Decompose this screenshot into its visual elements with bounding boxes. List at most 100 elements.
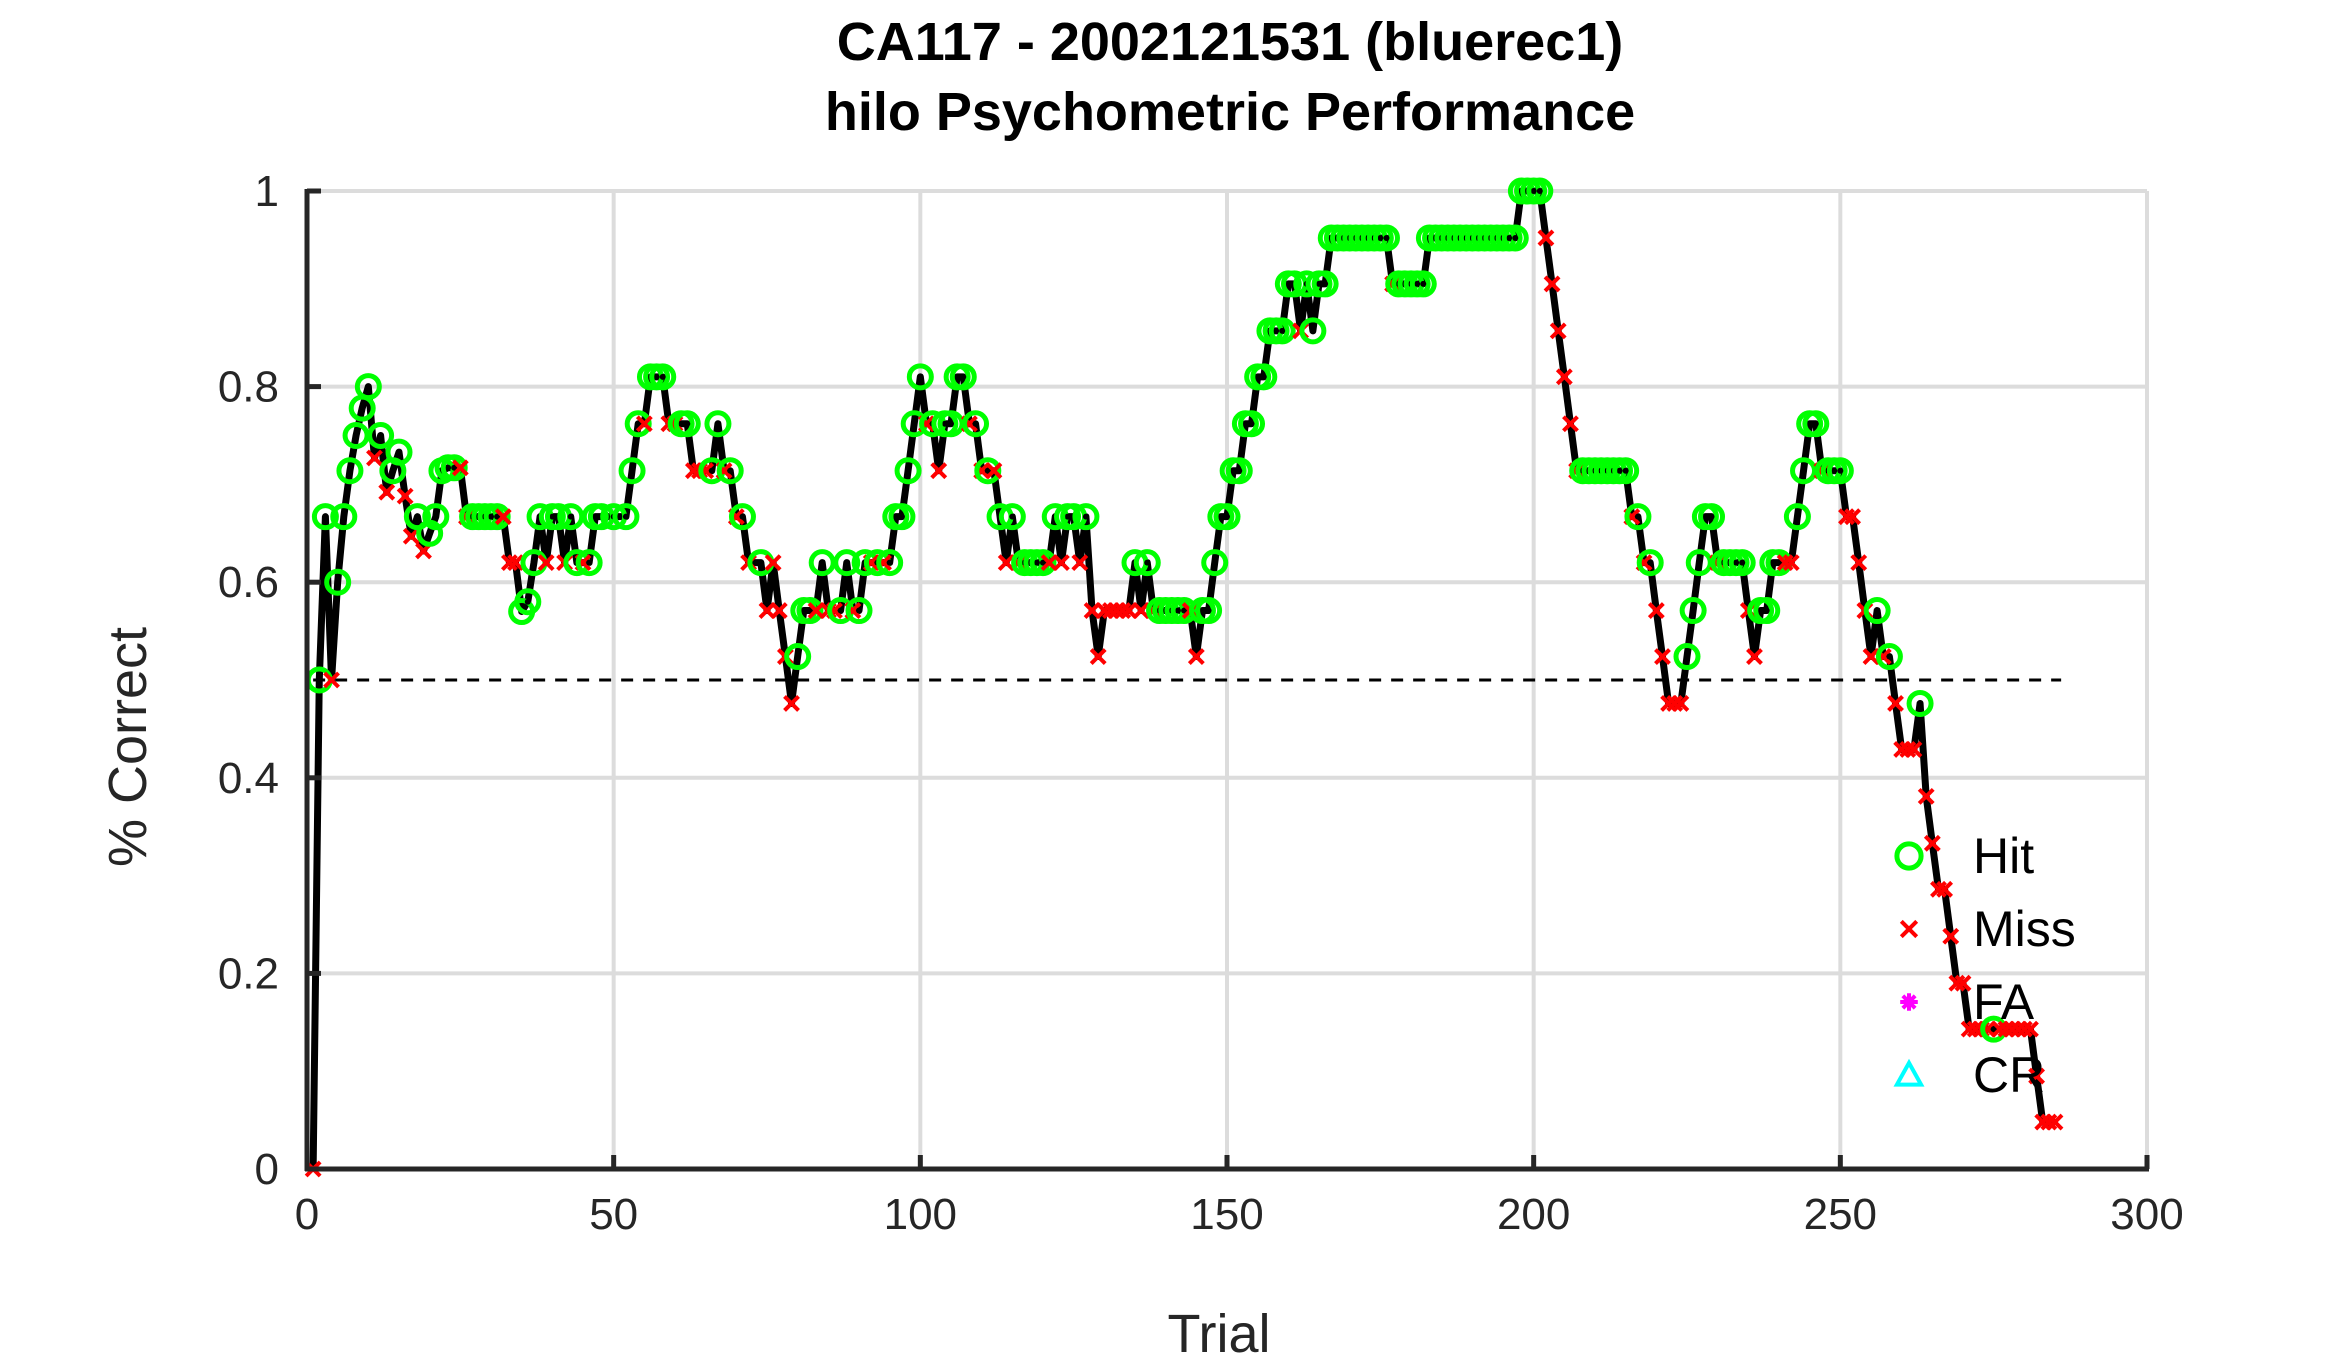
trial-dot-172: [1383, 234, 1390, 241]
trial-marker-miss-122: [1071, 554, 1089, 572]
x-tick-label-2: 100: [884, 1190, 957, 1239]
trial-dot-177: [1414, 280, 1421, 287]
legend-fa-marker: [1900, 993, 1918, 1011]
y-tick-label-1: 0.2: [218, 949, 279, 998]
trial-marker-miss-99: [930, 462, 948, 480]
trial-marker-miss-125: [1089, 648, 1107, 665]
trial-marker-hit-78: [796, 597, 824, 625]
trial-dot-246: [1837, 467, 1844, 474]
trial-marker-miss-128: [1108, 602, 1126, 619]
trial-marker-hit-197: [1526, 177, 1554, 205]
trial-marker-miss-119: [1052, 554, 1070, 572]
trial-dot-120: [1064, 513, 1071, 520]
trial-dot-83: [837, 607, 844, 614]
trial-marker-hit-2: [311, 503, 339, 531]
trial-marker-hit-7: [342, 422, 370, 449]
trial-marker-hit-133: [1133, 549, 1161, 577]
trial-marker-miss-52: [635, 415, 653, 433]
trial-marker-miss-251: [1862, 648, 1880, 665]
trial-marker-hit-193: [1501, 224, 1529, 252]
trial-dot-55: [659, 373, 666, 380]
trial-marker-hit-123: [1072, 503, 1100, 531]
trial-marker-hit-162: [1311, 270, 1339, 298]
trial-marker-miss-276: [2015, 1020, 2033, 1038]
trial-dot-150: [1248, 420, 1255, 427]
trial-marker-hit-254: [1875, 643, 1903, 671]
trial-marker-hit-5: [330, 503, 358, 531]
trial-dot-11: [377, 432, 384, 439]
trial-dot-9: [365, 383, 372, 390]
trial-dot-20: [432, 513, 439, 520]
trial-dot-221: [1684, 653, 1690, 660]
trial-marker-miss-31: [494, 508, 512, 526]
trial-marker-miss-232: [1746, 648, 1763, 665]
trial-dot-78: [806, 607, 813, 614]
trial-dot-96: [917, 373, 924, 380]
trial-dot-225: [1708, 513, 1715, 520]
trial-dot-14: [396, 449, 402, 456]
trial-marker-miss-247: [1838, 508, 1855, 526]
tick-labels: 0 50 100 150 200 250 300 0 0.2 0.4 0.6 0.8 1: [218, 167, 2184, 1239]
trial-dot-148: [1236, 467, 1243, 474]
trial-marker-hit-211: [1612, 457, 1640, 485]
trial-dot-144: [1211, 559, 1218, 566]
trial-dot-145: [1217, 513, 1224, 520]
trial-marker-hit-144: [1201, 549, 1229, 577]
trial-dot-6: [346, 467, 353, 474]
trial-marker-hit-252: [1863, 597, 1891, 625]
trial-dot-197: [1536, 188, 1543, 194]
trial-marker-hit-234: [1753, 597, 1781, 625]
x-axis-label: Trial: [1168, 1304, 1271, 1362]
trial-marker-miss-237: [1776, 554, 1794, 572]
trial-dot-223: [1696, 559, 1703, 566]
trial-marker-hit-259: [1906, 689, 1934, 717]
trial-dot-196: [1530, 188, 1537, 194]
trial-marker-hit-80: [808, 549, 836, 577]
trial-marker-hit-155: [1268, 317, 1296, 345]
trial-marker-miss-15: [396, 487, 414, 505]
trial-marker-hit-101: [937, 410, 965, 438]
trial-marker-hit-146: [1213, 503, 1241, 531]
trial-marker-hit-51: [624, 410, 652, 438]
trial-dot-68: [739, 513, 746, 520]
trial-marker-hit-91: [876, 549, 904, 577]
x-tick-label-4: 200: [1497, 1190, 1570, 1239]
trial-dot-8: [359, 405, 366, 412]
trial-dot-29: [488, 513, 494, 520]
trial-marker-miss-32: [500, 554, 518, 572]
trial-marker-miss-141: [1187, 648, 1205, 665]
trial-marker-hit-50: [618, 457, 646, 485]
trial-marker-miss-258: [1905, 741, 1923, 758]
trial-marker-hit-14: [385, 438, 413, 466]
trial-dot-70: [757, 559, 764, 566]
trial-marker-hit-172: [1372, 224, 1400, 252]
trial-dot-149: [1242, 420, 1249, 427]
x-tick-label-6: 300: [2110, 1190, 2183, 1239]
trial-dot-143: [1205, 607, 1212, 614]
trial-marker-miss-79: [807, 602, 825, 619]
trial-dot-155: [1279, 327, 1286, 334]
trial-marker-hit-86: [845, 597, 873, 625]
trial-marker-hit-215: [1636, 549, 1664, 577]
chart-subtitle: hilo Psychometric Performance: [825, 82, 1635, 142]
trial-dot-254: [1886, 653, 1893, 660]
trial-dot-84: [843, 559, 850, 566]
trial-dot-2: [322, 513, 329, 520]
trial-marker-miss-127: [1102, 602, 1119, 619]
trial-dot-102: [954, 373, 961, 380]
trial-marker-hit-221: [1673, 643, 1701, 671]
trial-markers: [304, 177, 2064, 1178]
trial-dot-101: [948, 420, 954, 427]
trial-marker-miss-217: [1654, 648, 1671, 665]
trial-dot-77: [800, 607, 807, 614]
trial-dot-215: [1647, 559, 1654, 566]
trial-marker-miss-267: [1960, 1020, 1978, 1038]
trial-marker-miss-10: [366, 449, 383, 467]
trial-marker-miss-33: [507, 554, 524, 572]
y-tick-label-5: 1: [255, 167, 279, 216]
trial-dot-94: [905, 467, 912, 474]
y-axis-label: % Correct: [98, 627, 158, 867]
trial-marker-miss-263: [1936, 880, 1954, 898]
trial-dot-91: [886, 559, 893, 566]
trial-marker-hit-139: [1170, 597, 1198, 625]
